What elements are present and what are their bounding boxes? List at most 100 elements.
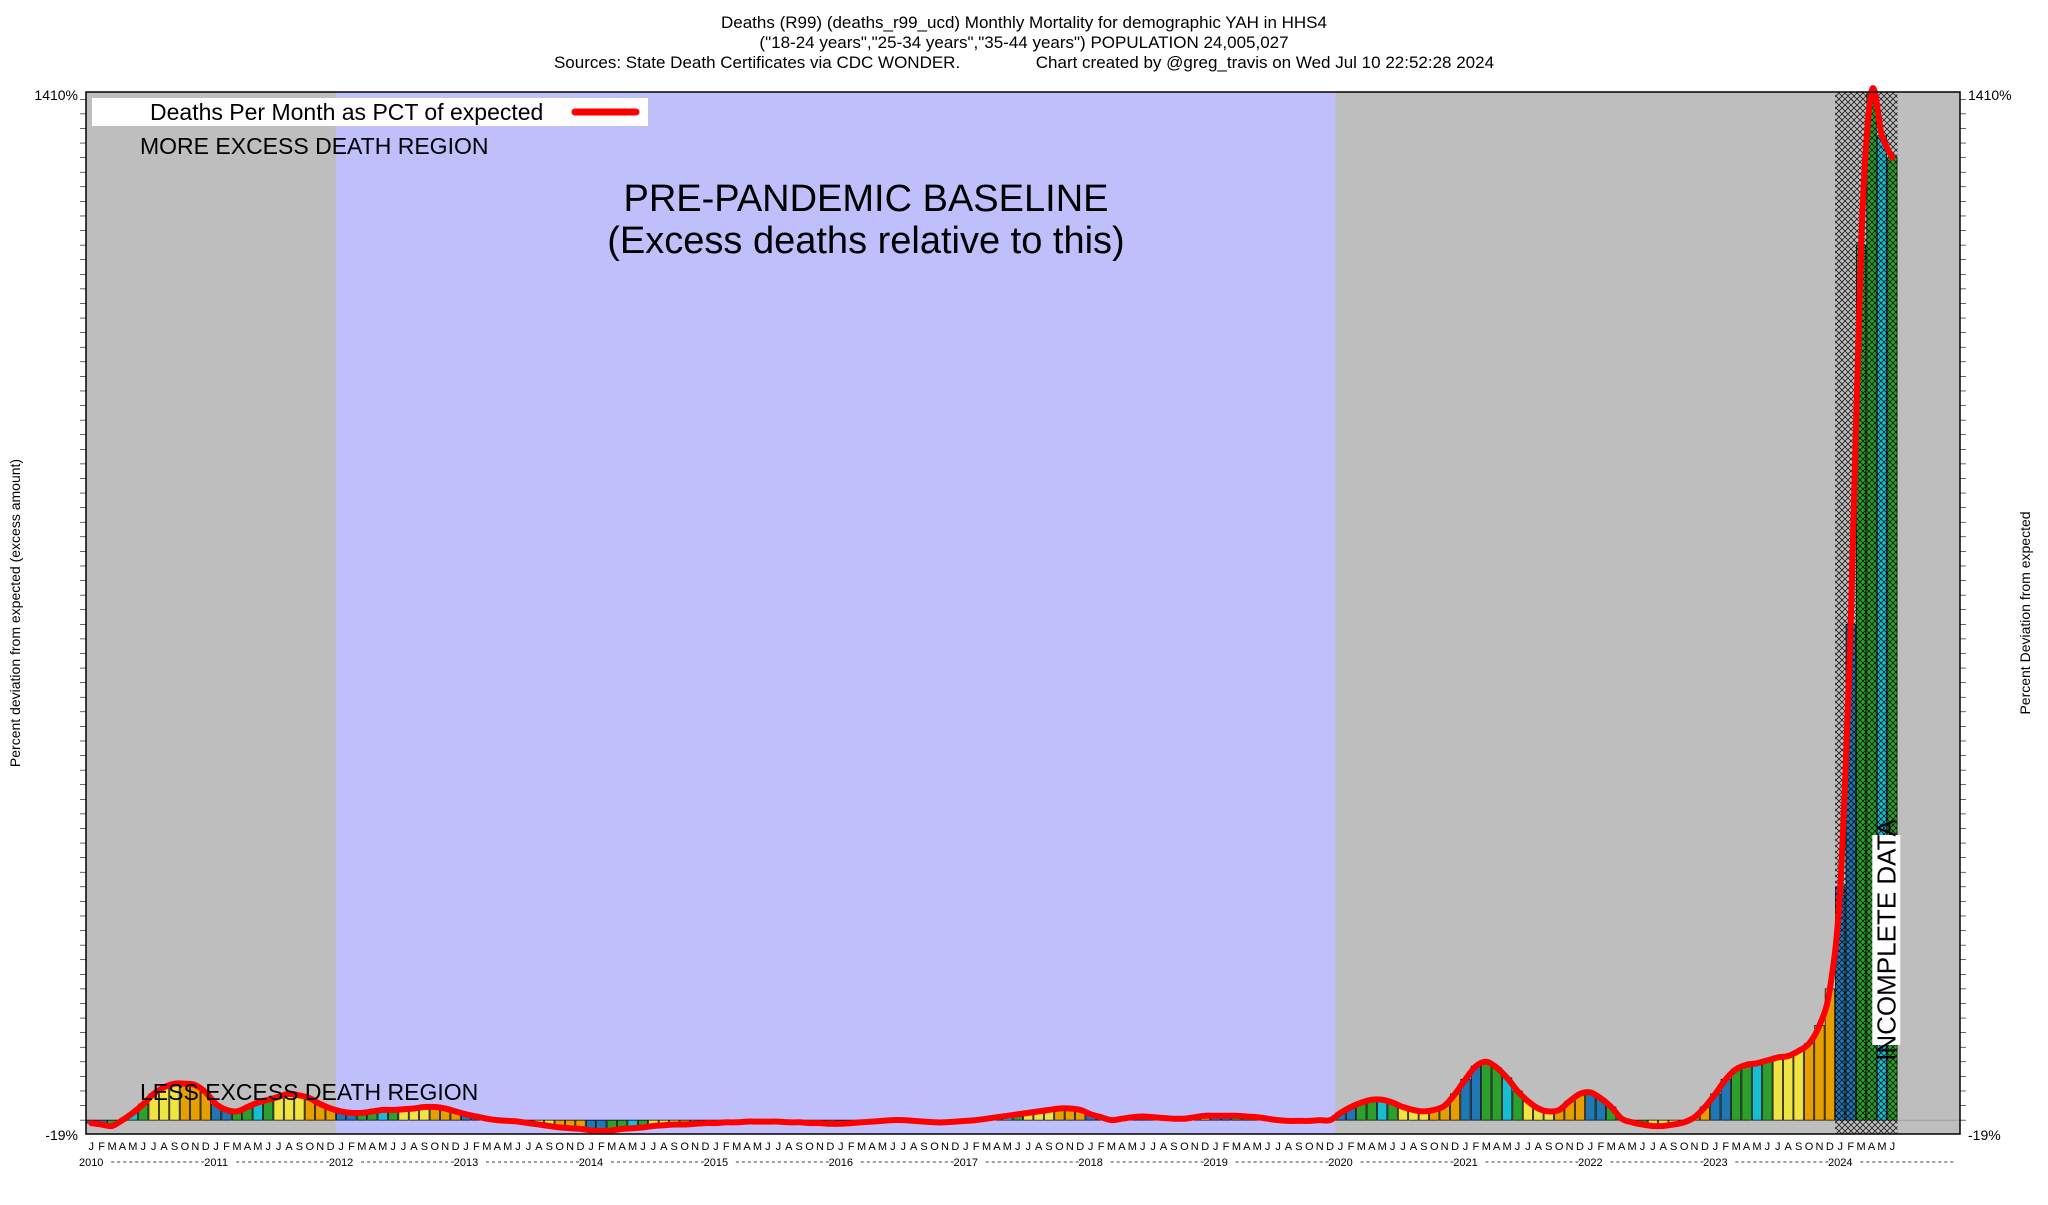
x-tick-month: M: [128, 1141, 137, 1153]
x-tick-month: S: [795, 1141, 802, 1153]
more-excess-label: MORE EXCESS DEATH REGION: [140, 133, 488, 159]
title-line-3: Sources: State Death Certificates via CD…: [554, 53, 1494, 72]
x-tick-year: 2016: [829, 1157, 853, 1169]
x-tick-month: M: [503, 1141, 512, 1153]
x-tick-month: S: [296, 1141, 303, 1153]
bar: [1814, 1025, 1825, 1121]
y-axis: Percent deviation from expected (excess …: [7, 87, 2033, 1143]
x-tick-month: O: [1555, 1141, 1564, 1153]
x-tick-month: O: [1430, 1141, 1439, 1153]
x-tick-month: J: [640, 1141, 646, 1153]
x-tick-month: M: [1752, 1141, 1761, 1153]
x-tick-month: J: [1463, 1141, 1469, 1153]
x-tick-month: N: [1691, 1141, 1699, 1153]
x-tick-month: F: [973, 1141, 980, 1153]
x-tick-month: M: [878, 1141, 887, 1153]
x-tick-month: J: [1025, 1141, 1031, 1153]
x-tick-month: J: [88, 1141, 94, 1153]
pct-expected-line: [88, 85, 1896, 1135]
x-tick-month: S: [1295, 1141, 1302, 1153]
x-tick-year: 2013: [454, 1157, 478, 1169]
x-tick-month: S: [1045, 1141, 1052, 1153]
x-tick-month: J: [338, 1141, 344, 1153]
x-tick-year: 2012: [329, 1157, 353, 1169]
x-tick-year: 2015: [704, 1157, 728, 1169]
x-tick-month: A: [868, 1141, 876, 1153]
x-tick-month: J: [265, 1141, 271, 1153]
bar: [1793, 1050, 1804, 1121]
x-tick-month: N: [691, 1141, 699, 1153]
x-tick-month: S: [1795, 1141, 1802, 1153]
x-tick-month: S: [171, 1141, 178, 1153]
x-tick-month: D: [327, 1141, 335, 1153]
incomplete-data-label: INCOMPLETE DATA: [1871, 818, 1901, 1060]
x-tick-year: 2024: [1828, 1157, 1852, 1169]
x-tick-month: M: [1107, 1141, 1116, 1153]
x-tick-month: M: [607, 1141, 616, 1153]
x-tick-month: N: [1066, 1141, 1074, 1153]
x-tick-month: M: [1857, 1141, 1866, 1153]
x-tick-month: J: [276, 1141, 282, 1153]
x-tick-month: N: [941, 1141, 949, 1153]
x-tick-month: J: [1140, 1141, 1146, 1153]
x-tick-month: D: [951, 1141, 959, 1153]
x-tick-month: S: [546, 1141, 553, 1153]
x-tick-month: M: [753, 1141, 762, 1153]
x-tick-month: N: [566, 1141, 574, 1153]
x-tick-month: S: [671, 1141, 678, 1153]
x-tick-month: J: [901, 1141, 907, 1153]
baseline-label-2: (Excess deaths relative to this): [607, 220, 1124, 262]
x-tick-month: F: [1473, 1141, 1480, 1153]
x-tick-month: J: [463, 1141, 469, 1153]
x-tick-month: F: [473, 1141, 480, 1153]
x-tick-month: M: [982, 1141, 991, 1153]
x-tick-month: M: [1877, 1141, 1886, 1153]
x-tick-month: A: [244, 1141, 252, 1153]
x-tick-month: O: [555, 1141, 564, 1153]
x-tick-month: J: [1640, 1141, 1646, 1153]
x-tick-month: N: [316, 1141, 324, 1153]
x-tick-month: A: [619, 1141, 627, 1153]
x-tick-month: S: [1420, 1141, 1427, 1153]
trend-line: [88, 85, 1896, 1135]
x-tick-month: J: [390, 1141, 396, 1153]
x-tick-month: J: [776, 1141, 782, 1153]
x-tick-month: A: [410, 1141, 418, 1153]
x-tick-month: M: [1378, 1141, 1387, 1153]
x-tick-month: J: [1515, 1141, 1521, 1153]
legend-label: Deaths Per Month as PCT of expected: [150, 99, 543, 125]
x-tick-year: 2010: [79, 1157, 103, 1169]
x-tick-month: A: [1493, 1141, 1501, 1153]
bar: [1803, 1043, 1815, 1121]
x-tick-month: J: [890, 1141, 896, 1153]
x-tick-month: N: [1441, 1141, 1449, 1153]
x-tick-month: M: [357, 1141, 366, 1153]
x-tick-month: D: [1451, 1141, 1459, 1153]
x-tick-month: F: [1722, 1141, 1729, 1153]
x-tick-month: S: [920, 1141, 927, 1153]
x-tick-month: J: [1765, 1141, 1771, 1153]
x-tick-month: D: [1201, 1141, 1209, 1153]
x-tick-month: O: [1305, 1141, 1314, 1153]
x-tick-year: 2017: [953, 1157, 977, 1169]
x-tick-month: F: [723, 1141, 730, 1153]
x-tick-month: S: [421, 1141, 428, 1153]
x-tick-month: N: [1566, 1141, 1574, 1153]
x-tick-month: N: [1815, 1141, 1823, 1153]
x-tick-month: J: [1650, 1141, 1656, 1153]
x-tick-month: D: [1576, 1141, 1584, 1153]
x-tick-month: A: [369, 1141, 377, 1153]
x-tick-month: M: [857, 1141, 866, 1153]
bar: [1481, 1061, 1492, 1121]
x-tick-month: S: [1670, 1141, 1677, 1153]
y-tick-left-bottom: -19%: [45, 1127, 78, 1143]
x-tick-month: N: [1191, 1141, 1199, 1153]
x-tick-month: M: [107, 1141, 116, 1153]
x-tick-month: J: [1890, 1141, 1896, 1153]
bar: [1731, 1068, 1742, 1121]
x-tick-month: N: [816, 1141, 824, 1153]
x-tick-month: M: [1607, 1141, 1616, 1153]
x-tick-month: D: [1701, 1141, 1709, 1153]
